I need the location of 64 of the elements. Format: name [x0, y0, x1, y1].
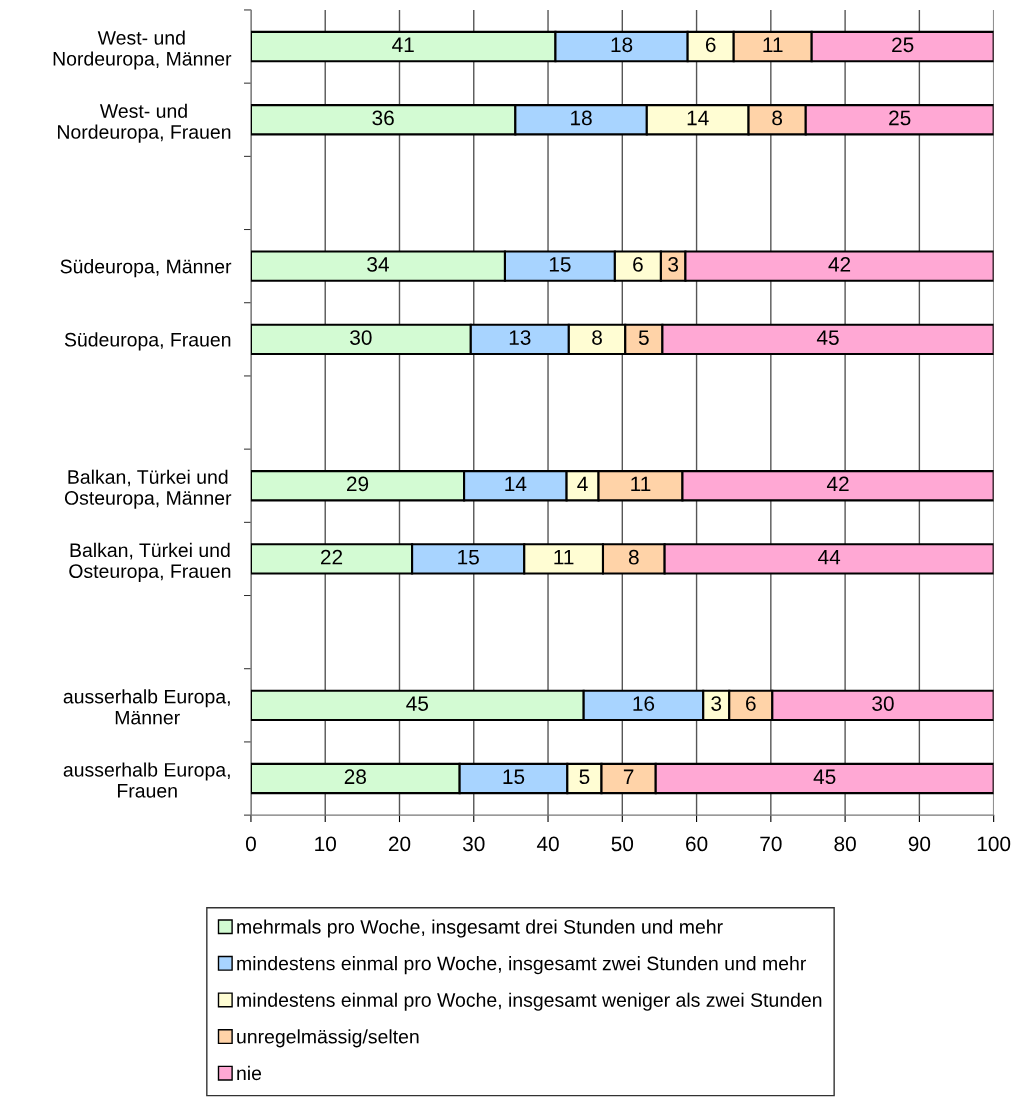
data-label: 34	[367, 256, 389, 272]
data-label: 45	[816, 330, 839, 345]
data-label: 11	[631, 476, 651, 492]
data-label: 22	[321, 549, 343, 565]
data-label: 29	[346, 476, 369, 492]
y-tick-label: Balkan, Türkei und Osteuropa, Frauen	[69, 542, 231, 582]
data-label: 8	[592, 330, 602, 345]
data-label: 45	[406, 696, 429, 711]
data-label: 3	[711, 696, 722, 711]
legend-label: mehrmals pro Woche, insgesamt drei Stunden und mehr	[237, 919, 723, 938]
y-tick-label: West- und Nordeuropa, Männer	[53, 30, 232, 70]
x-tick-label: 20	[388, 836, 411, 852]
data-label: 6	[705, 37, 716, 53]
data-label: 11	[554, 549, 574, 565]
data-label: 6	[746, 696, 756, 711]
data-label: 42	[826, 476, 849, 492]
data-label: 4	[577, 476, 588, 492]
data-label: 15	[549, 257, 571, 272]
y-tick-label: West- und Nordeuropa, Frauen	[58, 103, 231, 143]
data-label: 18	[571, 110, 592, 126]
y-tick-label: Balkan, Türkei und Osteuropa, Männer	[64, 469, 232, 509]
x-tick-label: 50	[611, 836, 634, 852]
legend-label: unregelmässig/selten	[237, 1029, 419, 1048]
data-label: 44	[818, 549, 841, 565]
x-tick-label: 60	[686, 836, 708, 852]
data-label: 42	[828, 256, 851, 272]
data-label: 36	[372, 110, 394, 126]
data-label: 5	[638, 330, 649, 345]
x-tick-label: 30	[462, 836, 485, 852]
x-tick-label: 10	[315, 836, 336, 852]
data-label: 13	[509, 330, 531, 345]
x-tick-label: 70	[760, 836, 782, 852]
y-tick-label: ausserhalb Europa, Frauen	[63, 762, 230, 798]
x-tick-label: 100	[977, 836, 1011, 852]
data-label: 16	[633, 696, 655, 711]
data-label: 11	[763, 37, 783, 52]
data-label: 5	[579, 769, 590, 785]
data-label: 3	[668, 256, 679, 272]
y-tick-label: Südeuropa, Männer	[60, 259, 232, 278]
data-label: 25	[889, 110, 911, 126]
data-label: 8	[772, 110, 783, 126]
data-label: 7	[623, 769, 634, 784]
y-tick-label: ausserhalb Europa, Männer	[63, 689, 230, 725]
data-label: 15	[503, 769, 525, 785]
legend-label: mindestens einmal pro Woche, insgesamt weniger als zwei Stunden	[237, 992, 822, 1011]
x-tick-label: 80	[834, 836, 856, 852]
y-tick-label: Südeuropa, Frauen	[64, 332, 231, 351]
data-label: 28	[344, 769, 366, 785]
data-label: 45	[813, 769, 836, 785]
data-label: 41	[392, 37, 414, 52]
data-label: 30	[350, 330, 372, 345]
data-label: 15	[458, 549, 479, 565]
data-label: 6	[633, 256, 643, 272]
data-label: 14	[687, 110, 709, 126]
legend-label: mindestens einmal pro Woche, insgesamt zwei Stunden und mehr	[237, 956, 806, 975]
data-label: 8	[628, 549, 639, 565]
data-label: 30	[872, 696, 894, 711]
data-label: 14	[505, 476, 527, 492]
legend-label: nie	[237, 1065, 262, 1081]
data-label: 18	[611, 37, 633, 53]
x-tick-label: 90	[908, 836, 931, 852]
x-tick-label: 0	[245, 836, 256, 852]
data-label: 25	[892, 37, 914, 53]
x-tick-label: 40	[536, 836, 559, 852]
